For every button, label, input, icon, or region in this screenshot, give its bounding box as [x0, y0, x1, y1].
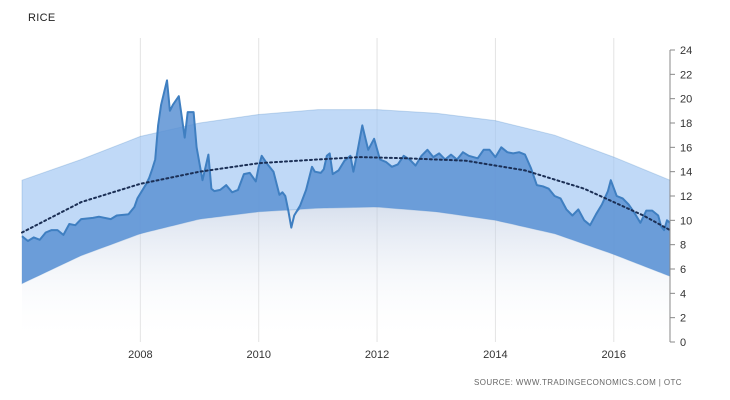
- y-tick-label-12: 12: [680, 191, 692, 203]
- y-tick-label-16: 16: [680, 142, 692, 154]
- x-tick-label-2016: 2016: [602, 349, 626, 361]
- y-tick-label-18: 18: [680, 118, 692, 130]
- y-tick-label-20: 20: [680, 94, 692, 106]
- source-attribution: SOURCE: WWW.TRADINGECONOMICS.COM | OTC: [474, 378, 682, 387]
- y-tick-label-10: 10: [680, 215, 692, 227]
- y-tick-label-24: 24: [680, 45, 692, 57]
- x-tick-label-2014: 2014: [483, 349, 507, 361]
- x-tick-label-2010: 2010: [246, 349, 270, 361]
- y-tick-label-14: 14: [680, 167, 692, 179]
- y-tick-label-4: 4: [680, 288, 686, 300]
- x-tick-label-2012: 2012: [365, 349, 389, 361]
- y-tick-label-0: 0: [680, 337, 686, 349]
- band-base-shade: [22, 207, 670, 342]
- trend-dotted-line: [21, 156, 671, 234]
- y-tick-label-22: 22: [680, 69, 692, 81]
- price-area: [21, 79, 671, 284]
- price-line: [21, 79, 671, 242]
- price-fill: [22, 80, 670, 284]
- chart-title: RICE: [28, 12, 56, 24]
- y-tick-label-2: 2: [680, 313, 686, 325]
- x-axis: 2008 2010 2012 2014 2016: [128, 349, 626, 361]
- y-tick-label-6: 6: [680, 264, 686, 276]
- x-tick-label-2008: 2008: [128, 349, 152, 361]
- y-tick-label-8: 8: [680, 240, 686, 252]
- trend-line: [21, 156, 671, 234]
